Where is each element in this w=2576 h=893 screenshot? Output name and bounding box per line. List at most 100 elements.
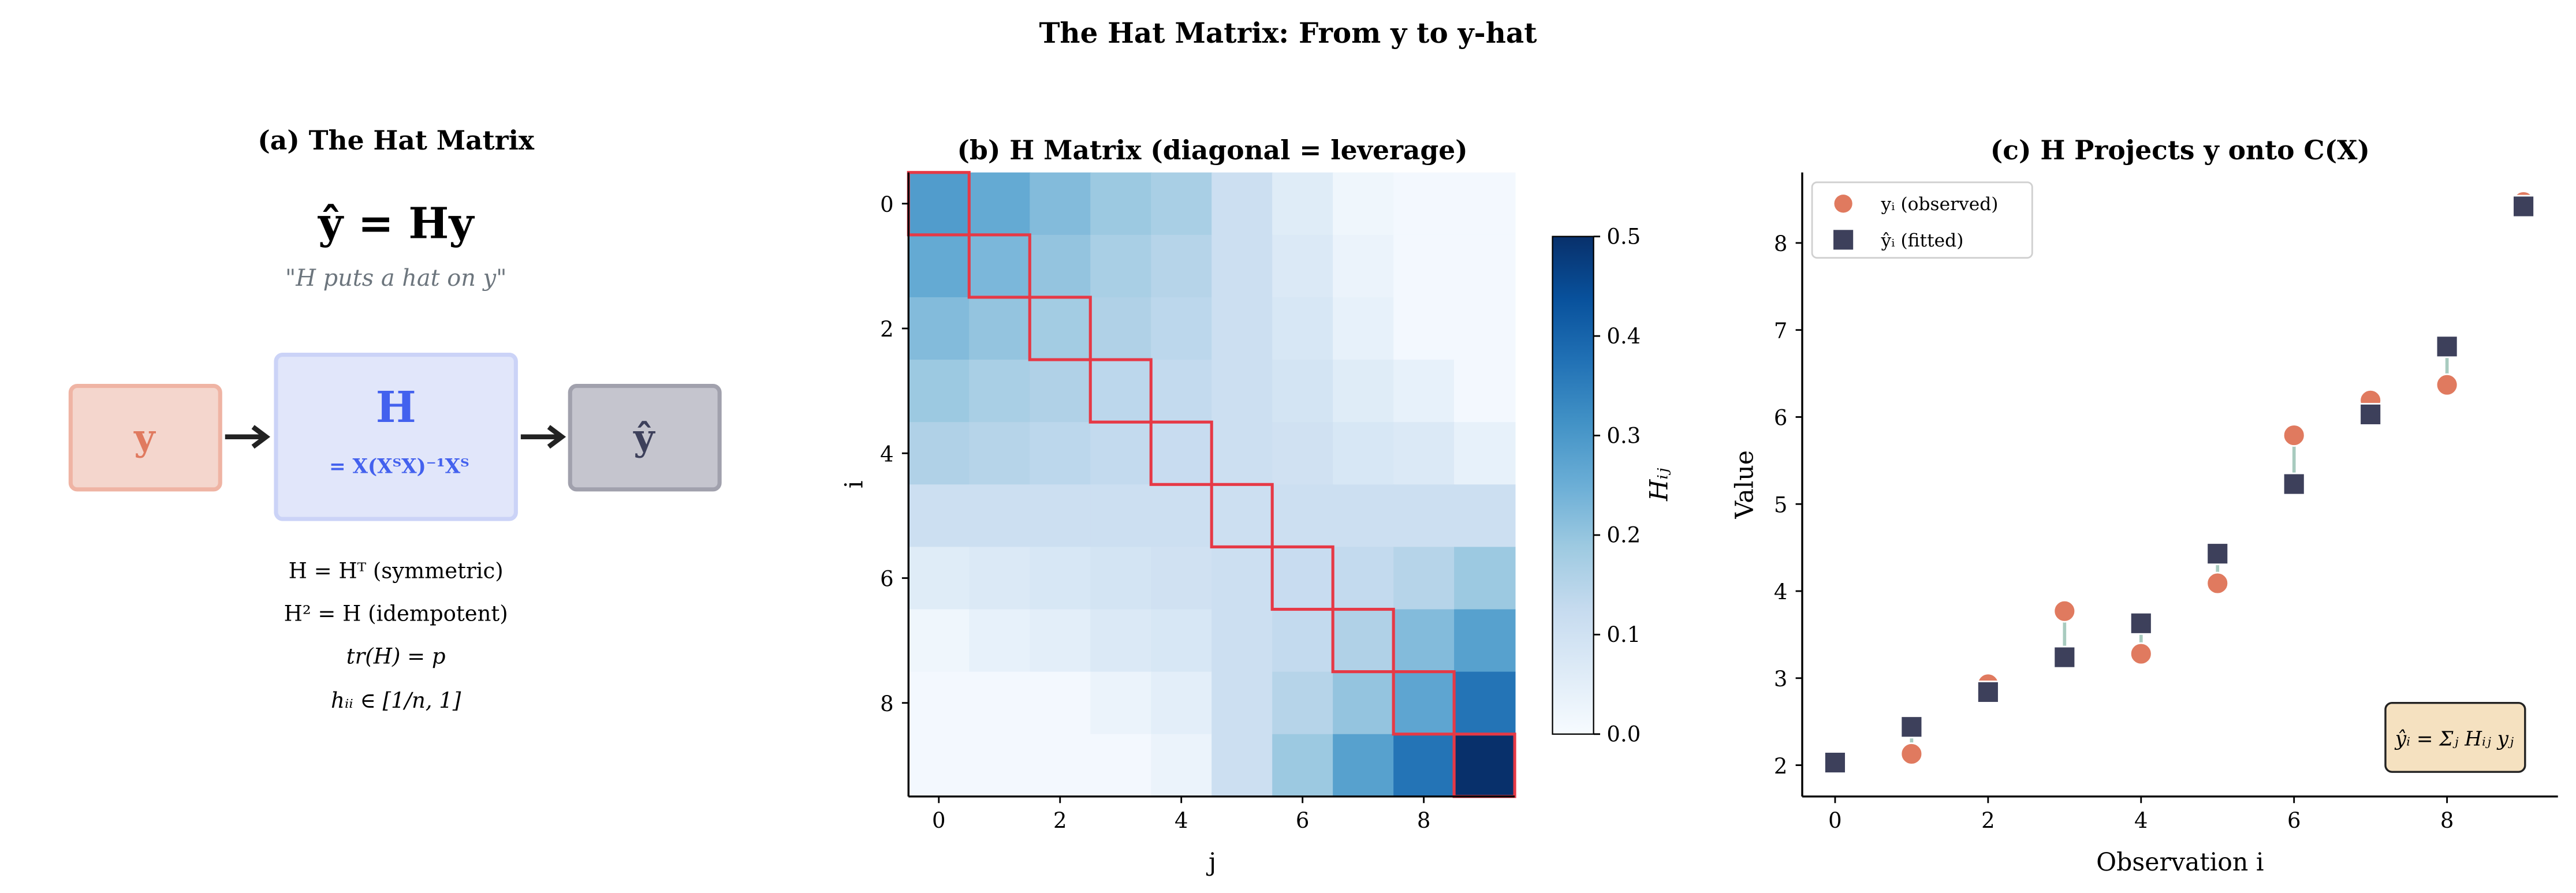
heatmap-cell <box>1333 422 1395 485</box>
scatter-ylabel: Value <box>1731 450 1759 520</box>
colorbar-tick-label: 0.3 <box>1606 423 1641 448</box>
y-tick-label: 2 <box>880 317 894 342</box>
fitted-point <box>1900 715 1923 739</box>
heatmap-cell <box>908 484 970 548</box>
heatmap-cell <box>1211 671 1273 735</box>
x-tick-label: 0 <box>932 808 946 833</box>
x-tick-label: 2 <box>1053 808 1067 833</box>
y-box <box>68 384 222 492</box>
colorbar-tick-label: 0.2 <box>1606 523 1641 548</box>
legend-observed-label: yᵢ (observed) <box>1881 194 1999 215</box>
heatmap-cell <box>1151 547 1213 610</box>
heatmap-cell <box>1333 547 1395 610</box>
x-tick-label: 6 <box>1296 808 1310 833</box>
property-trace: tr(H) = p <box>346 644 446 668</box>
heatmap-cell <box>1151 234 1213 298</box>
panel-b: (b) H Matrix (diagonal = leverage) 0 2 4 6 8… <box>840 134 1674 877</box>
heatmap-cell <box>1090 172 1152 236</box>
x-tick-label: 6 <box>2287 808 2301 833</box>
y-tick-label: 8 <box>880 692 894 716</box>
heatmap-cell <box>1454 671 1516 735</box>
panel-a-title: (a) The Hat Matrix <box>258 125 535 156</box>
y-tick-label: 8 <box>1774 231 1788 256</box>
colorbar <box>1552 236 1594 735</box>
arrow-icon <box>520 425 566 449</box>
heatmap-cell <box>1393 422 1455 485</box>
heatmap-cell <box>1393 734 1455 798</box>
heatmap-cell <box>1393 297 1455 361</box>
heatmap-cell <box>1211 297 1273 361</box>
heatmap-cell <box>1454 297 1516 361</box>
x-tick-label: 4 <box>1175 808 1188 833</box>
y-tick-label: 4 <box>1774 580 1788 604</box>
heatmap-cell <box>1272 297 1334 361</box>
fitted-point <box>2359 402 2383 426</box>
scatter-points <box>1824 190 2536 774</box>
h-box-formula: = X(XᵀX)⁻¹Xᵀ <box>329 455 469 478</box>
heatmap-cell <box>1333 671 1395 735</box>
heatmap-cell <box>1151 734 1213 798</box>
heatmap-cell <box>1333 172 1395 236</box>
legend-circle-marker <box>1834 195 1852 213</box>
heatmap-cell <box>969 547 1031 610</box>
diagonal-highlight <box>1028 296 1092 361</box>
heatmap-ylabel: i <box>840 480 869 488</box>
heatmap-cell <box>1333 734 1395 798</box>
residual-lines <box>1910 202 2525 754</box>
heatmap-cell <box>1272 172 1334 236</box>
heatmap-cell <box>1211 172 1273 236</box>
heatmap-cell <box>1030 609 1091 673</box>
fitted-point <box>2129 611 2153 635</box>
heatmap-cell <box>1272 422 1334 485</box>
heatmap-cell <box>1090 422 1152 485</box>
diagonal-highlight <box>1270 545 1334 611</box>
y-tick-label: 0 <box>880 192 894 217</box>
heatmap-cell <box>1393 547 1455 610</box>
y-tick-label: 6 <box>880 567 894 592</box>
heatmap-cell <box>1393 234 1455 298</box>
x-tick-label: 8 <box>2440 808 2454 833</box>
property-leverage-range: hᵢᵢ ∈ [1/n, 1] <box>331 688 461 713</box>
heatmap-cell <box>1151 609 1213 673</box>
y-tick-label: 5 <box>1774 492 1788 517</box>
heatmap-cell <box>1030 234 1091 298</box>
panel-b-title: (b) H Matrix (diagonal = leverage) <box>957 134 1468 166</box>
observed-point <box>2435 373 2459 397</box>
scatter-axes: 0 2 4 6 8 2 3 4 5 6 7 8 <box>1774 172 2558 833</box>
heatmap-cell <box>1151 671 1213 735</box>
heatmap-xlabel: j <box>1206 848 1216 877</box>
diagonal-highlight <box>1149 420 1213 486</box>
colorbar-tick-label: 0.0 <box>1606 722 1641 747</box>
heatmap-cell <box>1333 234 1395 298</box>
heatmap-cells <box>908 172 1516 798</box>
heatmap-cell <box>969 234 1031 298</box>
heatmap-axes: 0 2 4 6 8 0 2 4 6 8 <box>880 172 1515 833</box>
legend-box <box>1811 181 2033 259</box>
heatmap-cell <box>1272 734 1334 798</box>
h-box-label: H <box>376 383 416 432</box>
scatter-xlabel: Observation i <box>2096 848 2264 877</box>
heatmap-cell <box>1090 609 1152 673</box>
heatmap-cell <box>1211 734 1273 798</box>
heatmap-cell <box>1030 172 1091 236</box>
y-tick-label: 4 <box>880 442 894 466</box>
heatmap-cell <box>969 734 1031 798</box>
heatmap-cell <box>1151 422 1213 485</box>
heatmap-cell <box>1454 609 1516 673</box>
colorbar-tick-label: 0.5 <box>1606 224 1641 249</box>
heatmap-cell <box>1151 484 1213 548</box>
heatmap-cell <box>1151 172 1213 236</box>
legend: yᵢ (observed) ŷᵢ (fitted) <box>1811 181 2033 259</box>
colorbar-ticks: 0.0 0.1 0.2 0.3 0.4 0.5 <box>1593 224 1641 747</box>
y-tick-label: 7 <box>1774 319 1788 343</box>
heatmap-cell <box>1454 734 1516 798</box>
observed-point <box>2129 642 2153 666</box>
heatmap-cell <box>969 484 1031 548</box>
panel-a: (a) The Hat Matrix ŷ = Hy "H puts a hat … <box>68 125 722 713</box>
heatmap-cell <box>1454 360 1516 423</box>
heatmap-cell <box>1030 360 1091 423</box>
heatmap-cell <box>1454 484 1516 548</box>
heatmap-cell <box>908 172 970 236</box>
heatmap-cell <box>969 172 1031 236</box>
heatmap-cell <box>1211 422 1273 485</box>
